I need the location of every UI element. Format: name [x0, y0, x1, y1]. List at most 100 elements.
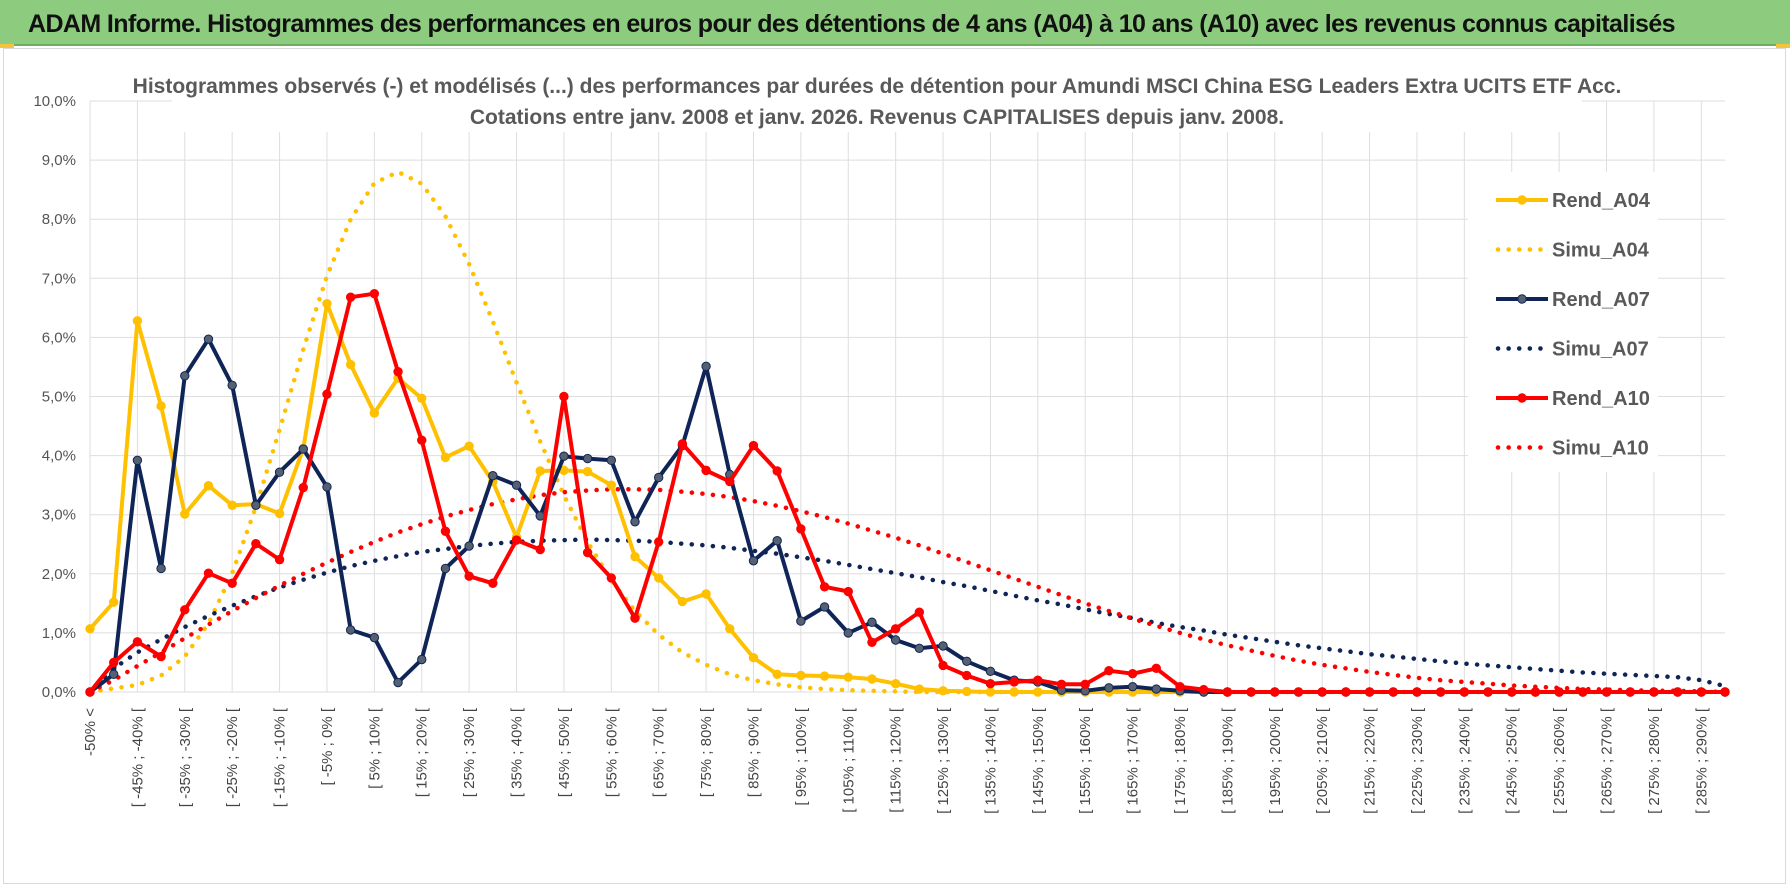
data-point [322, 299, 332, 309]
data-point [1412, 687, 1422, 697]
data-point [440, 526, 451, 536]
data-point [345, 625, 356, 635]
data-point [180, 509, 190, 519]
data-point [1483, 687, 1493, 697]
legend-item-Simu_A10: Simu_A10 [1495, 438, 1649, 460]
data-point [653, 537, 664, 547]
series-Simu_A10 [87, 487, 1728, 695]
legend-item-Simu_A04: Simu_A04 [1495, 240, 1650, 262]
data-point [180, 371, 190, 381]
data-point [796, 616, 806, 626]
data-point [1009, 677, 1019, 687]
data-point [985, 687, 996, 697]
data-point [677, 439, 688, 449]
data-point [488, 578, 498, 588]
data-point [369, 288, 380, 299]
legend-label: Simu_A04 [1552, 240, 1650, 262]
data-point [1270, 687, 1280, 697]
y-axis-ticks: 0,0% 1,0% 2,0% 3,0% 4,0% 5,0% 6,0% 7,0% 8,0% 9,0%… [33, 93, 76, 701]
y-tick-label: 3,0% [42, 507, 76, 524]
data-point [1080, 679, 1090, 690]
data-point [464, 441, 474, 451]
legend-item-Rend_A10: Rend_A10 [1496, 388, 1650, 410]
x-tick-label: [ 105% ; 110% [ [840, 707, 857, 813]
x-tick-label: [ 65% ; 70% [ [651, 707, 668, 797]
data-point [1341, 687, 1351, 697]
x-tick-label: [ 25% ; 30% [ [461, 707, 478, 797]
x-tick-label: [ 35% ; 40% [ [509, 707, 526, 797]
series-line-Simu_A04 [87, 169, 1728, 695]
x-tick-label: [ 155% ; 160% [ [1077, 707, 1094, 814]
data-point [843, 628, 853, 638]
data-point [1507, 687, 1517, 697]
data-point [535, 544, 545, 555]
data-point [1554, 687, 1564, 697]
x-tick-label: [ 185% ; 190% [ [1219, 707, 1236, 814]
x-tick-label: [ 275% ; 280% [ [1646, 707, 1663, 814]
data-point [985, 679, 996, 689]
series-line-Simu_A10 [87, 487, 1728, 695]
title-background [172, 66, 1582, 132]
series-Rend_A04 [85, 299, 1233, 697]
data-point [464, 541, 474, 551]
legend-label: Rend_A07 [1552, 289, 1650, 311]
legend-item-Rend_A04: Rend_A04 [1496, 190, 1651, 212]
data-point [108, 657, 119, 668]
x-tick-label: [ 95% ; 100% [ [793, 707, 810, 805]
data-point [843, 586, 853, 597]
data-point [559, 391, 569, 402]
data-point [1222, 687, 1233, 697]
data-point [582, 547, 593, 558]
data-point [606, 480, 617, 490]
y-tick-label: 7,0% [42, 270, 76, 287]
data-point [1293, 687, 1304, 697]
data-point [227, 380, 237, 390]
data-point [867, 674, 877, 684]
data-point [630, 613, 640, 623]
legend-marker [1517, 294, 1527, 304]
data-point [748, 653, 759, 663]
x-tick-label: -50% < [82, 708, 99, 756]
x-tick-label: [ 135% ; 140% [ [982, 707, 999, 814]
data-point [274, 554, 285, 565]
data-point [985, 666, 996, 677]
data-point [1649, 687, 1659, 697]
data-point [1151, 663, 1162, 674]
data-point [890, 679, 901, 689]
y-tick-label: 6,0% [42, 329, 76, 346]
data-point [464, 571, 474, 581]
data-point [938, 660, 948, 671]
y-tick-label: 2,0% [42, 566, 76, 583]
x-tick-label: [ 75% ; 80% [ [698, 707, 715, 797]
data-point [962, 686, 972, 697]
data-point [274, 508, 285, 519]
x-tick-label: [ 255% ; 260% [ [1551, 707, 1568, 814]
data-point [345, 359, 356, 370]
legend-label: Simu_A10 [1552, 438, 1649, 460]
data-point [843, 672, 853, 682]
x-tick-label: [ 225% ; 230% [ [1409, 707, 1426, 814]
data-point [1364, 687, 1375, 697]
x-tick-label: [ 45% ; 50% [ [556, 707, 573, 797]
data-point [417, 393, 427, 403]
data-point [1127, 681, 1138, 692]
data-point [535, 466, 545, 476]
data-point [559, 451, 569, 461]
y-tick-label: 10,0% [33, 93, 76, 110]
x-tick-label: [ 85% ; 90% [ [745, 707, 762, 797]
x-tick-label: [ -35% ; -30% [ [177, 707, 194, 807]
data-point [417, 435, 427, 445]
y-tick-label: 5,0% [42, 389, 76, 406]
series-Rend_A10 [85, 288, 1730, 697]
data-point [701, 589, 711, 599]
x-tick-label: [ 115% ; 120% [ [888, 707, 905, 813]
data-point [322, 389, 332, 399]
data-point [677, 596, 688, 607]
data-point [1696, 687, 1707, 697]
y-tick-label: 8,0% [42, 211, 76, 228]
data-point [203, 334, 214, 344]
legend-marker [1517, 393, 1527, 403]
x-tick-label: [ 215% ; 220% [ [1362, 707, 1379, 814]
chart-subtitle: Cotations entre janv. 2008 et janv. 2026… [470, 106, 1284, 129]
